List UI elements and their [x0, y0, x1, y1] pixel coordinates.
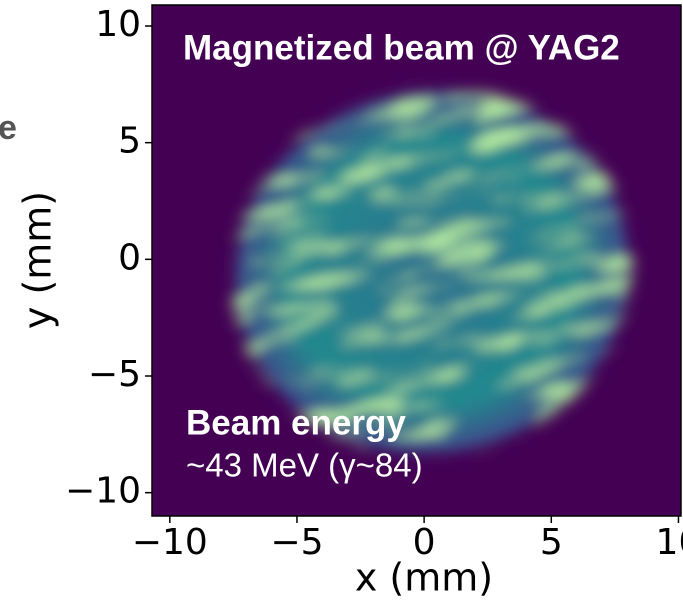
title: Magnetized beam @ YAG2	[183, 28, 620, 67]
annotation: Beam energy	[186, 403, 406, 442]
y-tick-label: 5	[118, 121, 141, 162]
x-tick-label: −10	[132, 522, 208, 563]
beam-spot	[224, 81, 640, 463]
beam-distribution	[224, 81, 640, 463]
y-tick-label: −5	[88, 354, 141, 395]
y-tick-label: 10	[95, 4, 141, 45]
y-tick-label: 0	[118, 237, 141, 278]
annotation: ~43 MeV (γ~84)	[186, 447, 423, 484]
y-tick-label: −10	[65, 471, 141, 512]
cropped-text: e	[0, 109, 17, 147]
plot-area	[152, 5, 681, 516]
x-tick-label: −5	[270, 522, 323, 563]
x-tick-label: 10	[656, 522, 683, 563]
axes-frame	[151, 4, 682, 517]
x-tick-label: 0	[413, 522, 436, 563]
x-tick-label: 5	[540, 522, 563, 563]
y-axis-label: y (mm)	[16, 191, 60, 329]
x-axis-label: x (mm)	[355, 556, 493, 600]
